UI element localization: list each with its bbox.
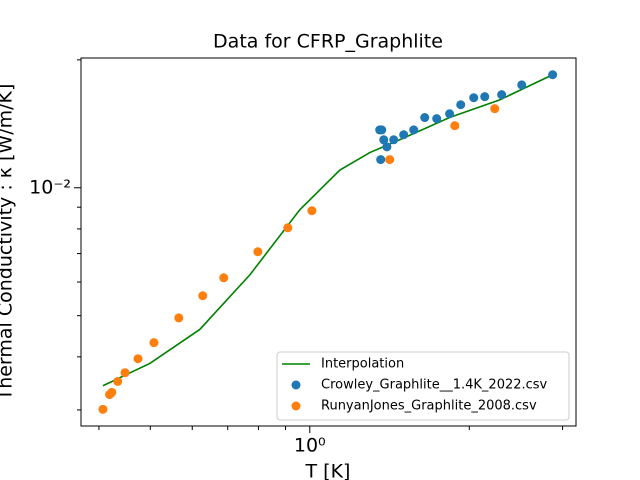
data-point [469, 93, 479, 103]
x-tick-label: 10⁰ [294, 435, 326, 457]
chart-title: Data for CFRP_Graphlite [213, 31, 443, 53]
data-point [198, 291, 208, 301]
legend-box [276, 351, 570, 421]
data-point [389, 135, 399, 145]
legend-label: Crowley_Graphlite__1.4K_2022.csv [321, 378, 548, 393]
data-point [379, 135, 389, 145]
data-point [133, 354, 143, 364]
data-point [382, 142, 392, 152]
interpolation-line [102, 74, 553, 387]
data-point [517, 80, 527, 90]
x-axis-label: T [K] [305, 461, 351, 480]
data-point [450, 121, 460, 131]
legend-marker [291, 380, 301, 390]
legend-marker [291, 401, 301, 411]
data-point [432, 114, 442, 124]
data-point [107, 387, 117, 397]
data-point [385, 155, 395, 165]
data-point [490, 104, 500, 114]
y-axis-label: Thermal Conductivity : κ [W/m/K] [0, 84, 17, 402]
data-point [376, 155, 386, 165]
data-point [480, 92, 490, 102]
data-point [307, 206, 317, 216]
data-point [456, 100, 466, 110]
data-point [548, 70, 558, 80]
data-point [120, 368, 130, 378]
data-point [113, 376, 123, 386]
data-point [377, 125, 387, 135]
data-point [445, 109, 455, 119]
data-point [174, 313, 184, 323]
data-point [420, 113, 430, 123]
legend-label: Interpolation [321, 357, 404, 372]
data-point [98, 404, 108, 414]
data-point [253, 247, 263, 257]
data-point [149, 338, 159, 348]
plot-frame [80, 57, 577, 427]
data-point [409, 125, 419, 135]
data-point [219, 273, 229, 283]
legend-label: RunyanJones_Graphlite_2008.csv [321, 399, 537, 414]
data-point [497, 90, 507, 100]
y-tick-label: 10⁻² [29, 176, 71, 198]
data-point [283, 223, 293, 233]
data-point [399, 130, 409, 140]
